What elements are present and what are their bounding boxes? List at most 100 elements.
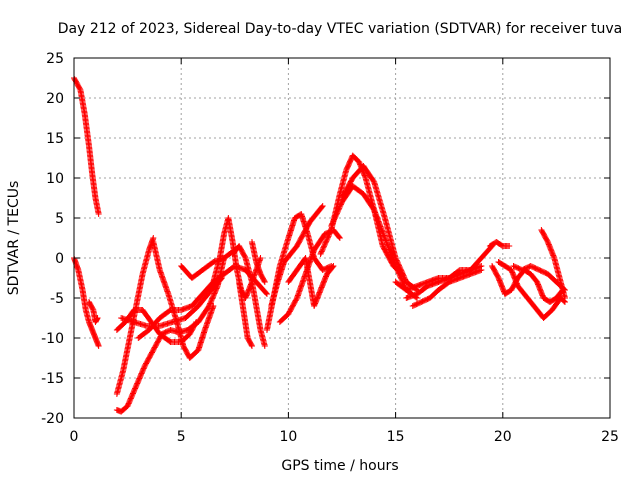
series-arc-3: [86, 299, 101, 325]
y-tick-label: 15: [46, 131, 64, 147]
x-tick-label: 5: [177, 429, 186, 445]
data-point: [261, 277, 268, 284]
series-arc-29: [486, 239, 513, 249]
series-arc-9: [118, 275, 225, 329]
series-arc-14: [248, 239, 268, 285]
y-tick-label: 5: [55, 211, 64, 227]
data-point: [332, 214, 339, 221]
data-point: [506, 243, 513, 249]
x-tick-label: 25: [601, 429, 619, 445]
series-arc-13: [236, 279, 255, 349]
data-point: [400, 272, 407, 279]
data-point: [94, 316, 101, 322]
y-tick-label: 10: [46, 171, 64, 187]
series-arc-26: [495, 259, 568, 321]
data-point: [402, 276, 409, 283]
y-tick-label: 0: [55, 251, 64, 267]
x-tick-label: 20: [494, 429, 512, 445]
grid-lines: [74, 58, 610, 418]
data-point: [478, 267, 485, 273]
data-point: [392, 255, 399, 261]
data-point: [330, 263, 337, 269]
data-point: [263, 291, 270, 297]
data-point: [330, 217, 337, 224]
series-arc-5: [113, 235, 157, 397]
data-point: [331, 215, 338, 222]
plot-frame: [73, 57, 611, 419]
y-tick-label: 20: [46, 91, 64, 107]
series-arc-1: [71, 75, 102, 217]
data-point: [397, 265, 404, 272]
x-axis-label: GPS time / hours: [281, 458, 398, 474]
series-arc-15: [263, 211, 335, 333]
data-point: [336, 204, 343, 211]
series-arc-12: [229, 243, 268, 349]
data-point: [329, 220, 336, 227]
data-point: [329, 264, 336, 270]
data-point: [394, 258, 401, 265]
data-point: [324, 235, 331, 242]
data-point: [261, 279, 268, 285]
series-arc-16: [268, 203, 326, 309]
data-point: [263, 290, 270, 296]
data-point: [95, 211, 102, 217]
x-tick-label: 0: [70, 429, 79, 445]
data-point: [257, 255, 264, 261]
data-point: [192, 320, 199, 327]
data-point: [328, 223, 335, 229]
series-arc-18: [285, 255, 337, 309]
y-tick-labels: -20 -15 -10 -5 0 5 10 15 20 25: [41, 51, 64, 427]
data-point: [332, 212, 339, 219]
data-point: [399, 271, 406, 278]
axis-ticks: [73, 57, 611, 419]
data-point: [336, 235, 343, 241]
data-point: [393, 257, 400, 264]
data-point: [76, 85, 83, 92]
data-point: [401, 273, 408, 280]
y-tick-label: -5: [50, 291, 64, 307]
data-point: [324, 234, 331, 241]
data-point: [327, 229, 334, 236]
data-point: [336, 205, 343, 212]
data-point: [323, 238, 330, 245]
y-tick-label: -10: [41, 331, 64, 347]
data-point: [325, 233, 332, 240]
data-point: [319, 245, 326, 252]
data-markers: [71, 75, 568, 415]
data-point: [399, 270, 406, 277]
data-point: [94, 315, 101, 321]
data-point: [320, 244, 327, 251]
data-point: [95, 343, 102, 349]
x-tick-label: 10: [279, 429, 297, 445]
y-tick-label: 25: [46, 51, 64, 67]
data-point: [322, 240, 329, 247]
data-point: [335, 206, 342, 213]
data-point: [319, 203, 326, 209]
data-point: [337, 201, 344, 208]
series-arc-28: [538, 227, 568, 301]
series-arc-2: [71, 255, 102, 349]
data-point: [322, 239, 329, 246]
series-arc-6: [113, 307, 200, 345]
data-point: [337, 202, 344, 209]
data-point: [193, 319, 200, 325]
data-point: [398, 268, 405, 275]
series-arc-10: [178, 247, 238, 281]
x-tick-label: 15: [387, 429, 405, 445]
series-arc-24: [409, 267, 485, 309]
data-point: [261, 343, 268, 349]
data-point: [318, 204, 325, 210]
data-point: [320, 243, 327, 250]
data-point: [334, 209, 341, 216]
data-point: [395, 261, 402, 268]
data-point: [398, 267, 405, 274]
data-point: [318, 249, 325, 256]
data-point: [241, 253, 248, 260]
data-point: [321, 242, 328, 249]
data-point: [561, 295, 568, 301]
data-point: [317, 251, 324, 257]
data-point: [401, 275, 408, 282]
data-point: [396, 263, 403, 270]
data-point: [323, 237, 330, 244]
data-point: [561, 298, 568, 305]
